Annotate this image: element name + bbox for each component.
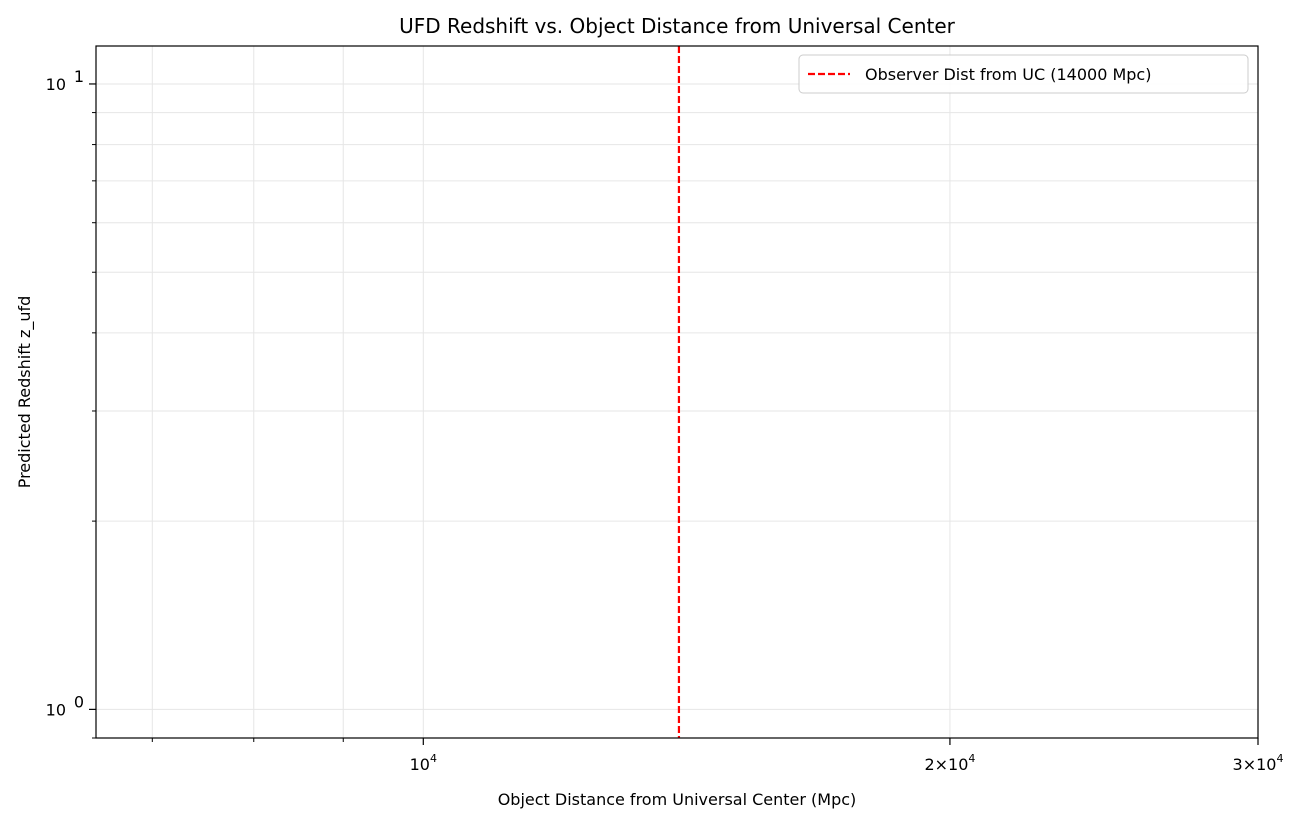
legend: Observer Dist from UC (14000 Mpc) (798, 54, 1249, 94)
chart-title: UFD Redshift vs. Object Distance from Un… (399, 14, 956, 38)
x-axis-title: Object Distance from Universal Center (M… (498, 790, 857, 809)
legend-box (798, 54, 1249, 94)
x-tick-label: 2×104 (924, 752, 975, 774)
legend-entry-observer: Observer Dist from UC (14000 Mpc) (865, 65, 1151, 84)
x-tick-label: 3×104 (1233, 752, 1284, 774)
plot-frame (95, 45, 1259, 739)
y-tick-label: 10 (46, 75, 66, 94)
y-tick-label: 10 (46, 700, 66, 719)
ticks (89, 83, 1259, 745)
y-tick-label-exponent: 0 (74, 692, 84, 711)
tick-labels: 104 2×104 3×104 10 0 10 1 (46, 67, 1284, 774)
y-tick-label-exponent: 1 (74, 67, 84, 86)
x-tick-label: 104 (410, 752, 437, 774)
y-axis-title: Predicted Redshift z_ufd (15, 296, 35, 489)
